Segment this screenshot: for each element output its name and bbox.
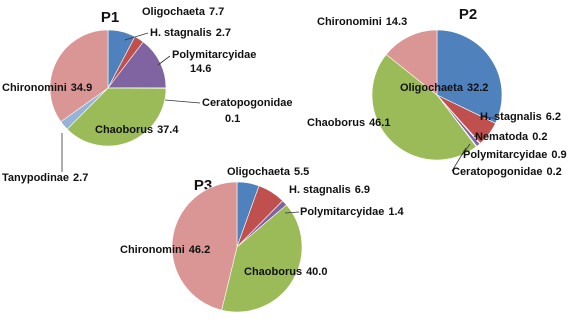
- pie-slice: [171, 181, 238, 311]
- slice-value: 5.5: [294, 166, 309, 178]
- slice-name: H. stagnalis: [480, 111, 542, 123]
- slice-value: 2.7: [73, 172, 88, 184]
- slice-label: Chaoborus 46.1: [307, 117, 390, 129]
- leader-line: [284, 211, 300, 214]
- slice-label: Ceratopogonidae: [202, 97, 292, 109]
- slice-value: 1.4: [388, 206, 404, 218]
- pie-slice: [66, 87, 167, 147]
- pie-slice: [385, 29, 438, 96]
- slice-name: Oligochaeta: [400, 82, 464, 94]
- slice-label: Ceratopogonidae 0.2: [452, 166, 562, 178]
- slice-label: H. stagnalis 2.7: [150, 27, 231, 39]
- leader-line: [451, 147, 467, 172]
- slice-value: 34.9: [71, 82, 92, 94]
- slice-value: 0.9: [551, 149, 566, 161]
- slice-value: 40.0: [306, 266, 327, 278]
- slice-label: Oligochaeta 5.5: [227, 166, 309, 178]
- slice-label: Chironomini 34.9: [2, 82, 92, 94]
- chart-title: P2: [459, 6, 477, 23]
- slice-name: Tanypodinae: [2, 172, 69, 184]
- slice-name: Chaoborus: [95, 124, 153, 136]
- leader-line: [164, 99, 201, 104]
- slice-value: 0.2: [532, 131, 547, 143]
- slice-name: Chaoborus: [244, 266, 302, 278]
- slice-label: Nematoda 0.2: [475, 131, 547, 143]
- slice-name: H. stagnalis: [289, 184, 351, 196]
- pie-slice: [107, 41, 167, 89]
- slice-name: Nematoda: [475, 131, 529, 143]
- slice-value: 0.1: [225, 113, 240, 125]
- slice-name: Chironomini: [317, 16, 382, 28]
- pie-slice: [221, 204, 303, 313]
- pie-slice: [371, 54, 477, 161]
- slice-value: 32.2: [467, 82, 488, 94]
- pie-slice: [49, 29, 109, 123]
- slice-name: Oligochaeta: [227, 166, 291, 178]
- slice-name: Chironomini: [120, 244, 185, 256]
- leader-line: [479, 116, 496, 119]
- slice-name: Oligochaeta: [142, 6, 206, 18]
- slice-label: Polymitarcyidae 0.9: [463, 149, 567, 161]
- slice-value: 2.7: [216, 27, 231, 39]
- slice-name: Polymitarcyidae: [300, 206, 384, 218]
- slice-label: Oligochaeta 7.7: [142, 6, 224, 18]
- slice-value: 14.3: [386, 16, 407, 28]
- slice-value: 0.2: [546, 166, 561, 178]
- chart-title: P1: [101, 9, 119, 26]
- leader-line: [124, 32, 149, 41]
- slice-name: Polymitarcyidae: [463, 149, 547, 161]
- slice-label: Oligochaeta 32.2: [400, 82, 488, 94]
- slice-label: Chaoborus 40.0: [244, 266, 327, 278]
- slice-value: 14.6: [190, 63, 211, 75]
- slice-value: 37.4: [157, 124, 179, 136]
- slice-label: Chironomini 46.2: [120, 244, 210, 256]
- slice-value: 6.9: [355, 184, 370, 196]
- slice-value: 46.1: [369, 117, 390, 129]
- leader-line: [473, 134, 478, 138]
- slice-label: Chaoborus 37.4: [95, 124, 179, 136]
- slice-label: Polymitarcyidae 1.4: [300, 206, 405, 218]
- slice-name: Chaoborus: [307, 117, 365, 129]
- slice-name: Ceratopogonidae: [452, 166, 542, 178]
- slice-value: 6.2: [546, 111, 561, 123]
- slice-label: Tanypodinae 2.7: [2, 172, 88, 184]
- slice-label: Chironomini 14.3: [317, 16, 407, 28]
- slice-value: 46.2: [189, 244, 210, 256]
- slice-label: H. stagnalis 6.9: [289, 184, 370, 196]
- slice-label: H. stagnalis 6.2: [480, 111, 561, 123]
- leader-line: [157, 55, 171, 66]
- pie-slice: [436, 29, 503, 124]
- leader-line: [461, 143, 471, 156]
- slice-name: Chironomini: [2, 82, 67, 94]
- slice-name: H. stagnalis: [150, 27, 212, 39]
- slice-label: Polymitarcyidae: [172, 49, 256, 61]
- slice-value: 7.7: [209, 6, 224, 18]
